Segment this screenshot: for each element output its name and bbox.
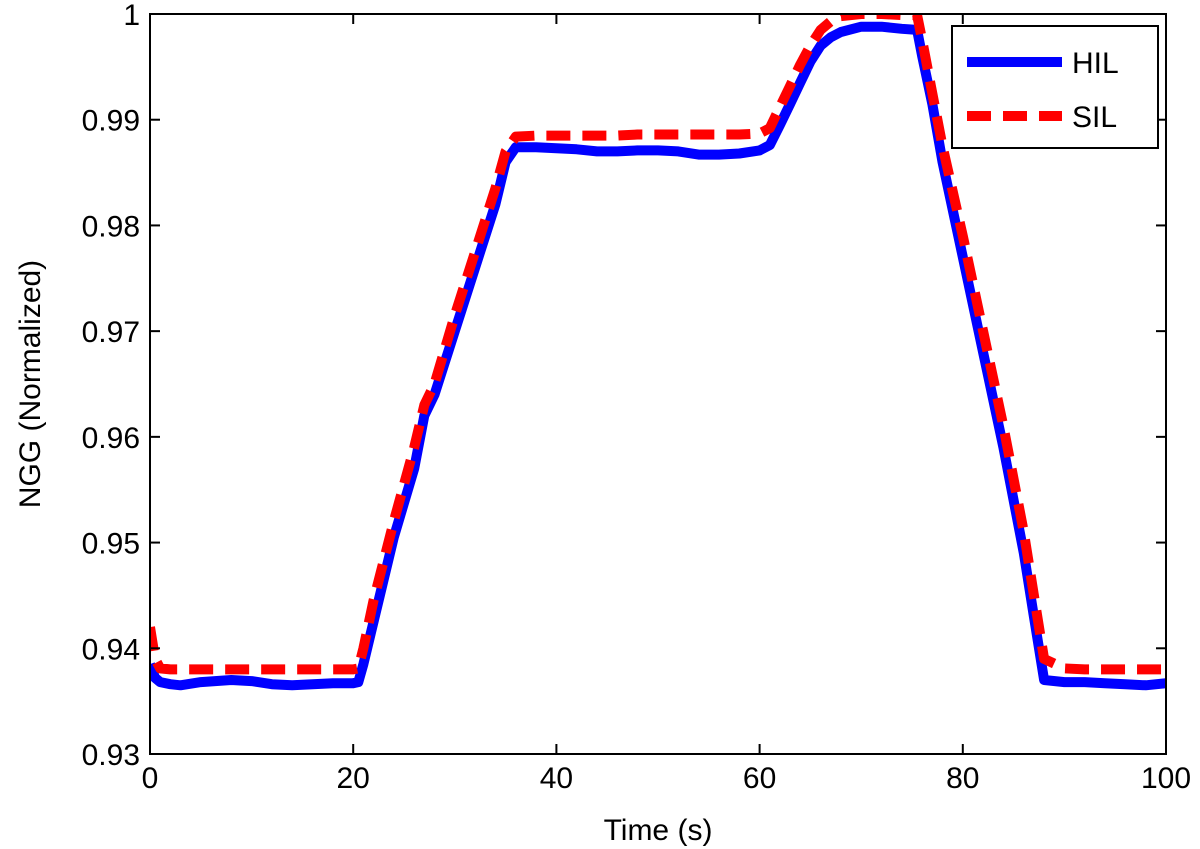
ticks-layer: 0 20 40 60 80 100 0.93 0.94 0.95 0.96 0.97 0.98 0.99… <box>82 0 1191 795</box>
x-tick-label: 40 <box>540 762 573 795</box>
legend-box <box>951 25 1159 149</box>
x-tick-label: 0 <box>142 762 159 795</box>
y-tick-label: 0.96 <box>82 422 140 455</box>
y-tick-label: 0.93 <box>82 739 140 772</box>
y-tick-label: 0.99 <box>82 105 140 138</box>
series-layer <box>150 14 1166 691</box>
y-tick-label: 0.95 <box>82 528 140 561</box>
y-tick-label: 0.97 <box>82 316 140 349</box>
legend-sil-label: SIL <box>1072 101 1117 134</box>
series-line-sil <box>150 14 1166 675</box>
y-tick-label: 1 <box>123 0 140 32</box>
x-tick-label: 20 <box>337 762 370 795</box>
legend-hil-label: HIL <box>1072 47 1119 80</box>
x-tick-label: 60 <box>743 762 776 795</box>
x-tick-label: 80 <box>946 762 979 795</box>
y-tick-label: 0.98 <box>82 210 140 243</box>
legend: HIL SIL <box>951 25 1159 149</box>
y-tick-label: 0.94 <box>82 633 140 666</box>
plot-frame <box>149 13 1167 755</box>
x-tick-label: 100 <box>1141 762 1191 795</box>
y-axis-label: NGG (Normalized) <box>14 260 47 508</box>
x-axis-label: Time (s) <box>604 814 713 847</box>
